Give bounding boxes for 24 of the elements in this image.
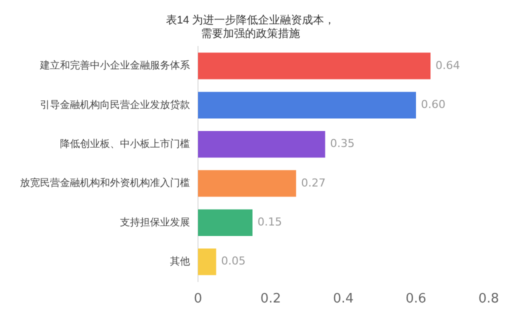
x-tick-label: 0.4 (332, 292, 354, 307)
chart-title: 表14 为进一步降低企业融资成本，需要加强的政策措施 (166, 14, 336, 40)
data-label: 0.15 (258, 216, 282, 229)
x-tick-label: 0.2 (260, 292, 282, 307)
data-label: 0.27 (301, 176, 326, 190)
data-label: 0.35 (330, 137, 355, 150)
x-tick-label: 0.8 (478, 292, 500, 307)
y-tick-label: 放宽民营金融机构和外资机构准入门槛 (20, 177, 190, 190)
x-tick-label: 0.6 (406, 292, 426, 307)
y-tick-label: 其他 (170, 256, 190, 268)
y-tick-label: 支持担保业发展 (120, 216, 190, 228)
bar (198, 248, 216, 276)
data-label: 0.05 (221, 254, 246, 268)
bar (198, 209, 252, 236)
x-tick-label: 0 (194, 292, 202, 307)
bar (198, 92, 416, 118)
data-label: 0.64 (436, 58, 460, 72)
y-tick-label: 降低创业板、中小板上市门槛 (60, 138, 190, 150)
y-tick-label: 引导金融机构向民营企业发放贷款 (40, 98, 190, 111)
data-label: 0.60 (420, 98, 446, 112)
bar (198, 52, 431, 80)
y-tick-label: 建立和完善中小企业金融服务体系 (39, 60, 190, 72)
bar (198, 170, 296, 197)
bar (198, 131, 326, 158)
